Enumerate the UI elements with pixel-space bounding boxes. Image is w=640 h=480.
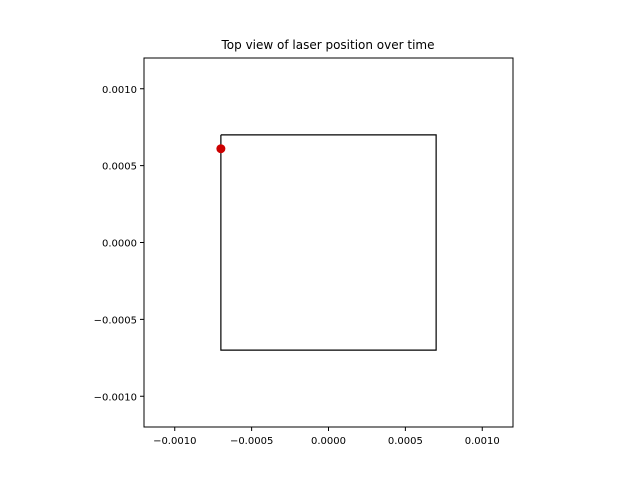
scatter-point-0 — [216, 144, 226, 154]
x-tick-label-3: 0.0005 — [388, 436, 423, 447]
y-tick-label-0: −0.0010 — [94, 392, 137, 403]
y-tick-label-1: −0.0005 — [94, 315, 137, 326]
series-line-0 — [220, 134, 437, 351]
x-tick-label-2: 0.0000 — [311, 436, 346, 447]
y-tick-label-4: 0.0010 — [102, 85, 137, 96]
plot-area: −0.0010 −0.0005 0.0000 0.0005 0.0010 −0.0010 −… — [94, 57, 514, 447]
x-tick-label-4: 0.0010 — [465, 436, 500, 447]
y-tick-label-2: 0.0000 — [102, 239, 137, 250]
x-tick-label-1: −0.0005 — [230, 436, 273, 447]
x-tick-label-0: −0.0010 — [153, 436, 196, 447]
chart-title: Top view of laser position over time — [221, 38, 435, 52]
y-tick-label-3: 0.0005 — [102, 162, 137, 173]
